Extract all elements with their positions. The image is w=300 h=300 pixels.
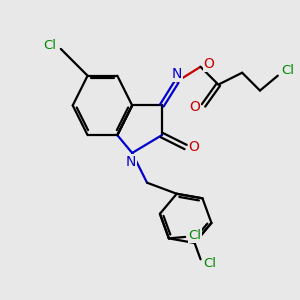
- Text: Cl: Cl: [203, 257, 216, 270]
- Text: O: O: [190, 100, 201, 114]
- Text: N: N: [172, 67, 182, 81]
- Text: O: O: [203, 57, 214, 71]
- Text: N: N: [125, 155, 136, 169]
- Text: Cl: Cl: [188, 229, 201, 242]
- Text: Cl: Cl: [43, 39, 56, 52]
- Text: Cl: Cl: [281, 64, 294, 77]
- Text: O: O: [189, 140, 200, 154]
